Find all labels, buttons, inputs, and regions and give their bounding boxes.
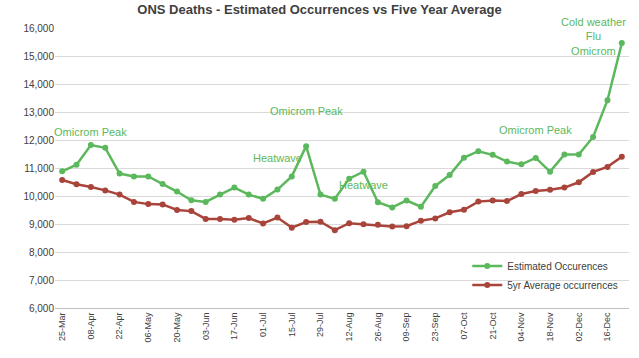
svg-text:6,000: 6,000 <box>29 303 54 314</box>
svg-text:12,000: 12,000 <box>23 135 54 146</box>
svg-text:18-Nov: 18-Nov <box>545 312 555 342</box>
svg-text:Estimated Occurences: Estimated Occurences <box>507 261 608 272</box>
svg-text:29-Jul: 29-Jul <box>315 313 325 338</box>
svg-text:Omicrom Peak: Omicrom Peak <box>54 126 127 138</box>
svg-text:15-Jul: 15-Jul <box>287 313 297 338</box>
svg-text:5yr Average occurrences: 5yr Average occurrences <box>507 280 617 291</box>
svg-text:7,000: 7,000 <box>29 275 54 286</box>
svg-text:12-Aug: 12-Aug <box>344 313 354 342</box>
svg-text:04-Nov: 04-Nov <box>516 312 526 342</box>
svg-text:10,000: 10,000 <box>23 191 54 202</box>
svg-text:20-May: 20-May <box>172 312 182 343</box>
svg-text:06-May: 06-May <box>143 312 153 343</box>
svg-text:15,000: 15,000 <box>23 51 54 62</box>
svg-text:03-Jun: 03-Jun <box>201 313 211 341</box>
svg-text:16,000: 16,000 <box>23 23 54 34</box>
svg-text:22-Apr: 22-Apr <box>115 313 125 340</box>
svg-text:07-Oct: 07-Oct <box>459 312 469 340</box>
svg-text:09-Sep: 09-Sep <box>402 313 412 342</box>
svg-text:Heatwave: Heatwave <box>253 152 302 164</box>
svg-text:11,000: 11,000 <box>24 163 54 174</box>
svg-text:02-Dec: 02-Dec <box>574 312 584 342</box>
svg-text:17-Jun: 17-Jun <box>229 313 239 341</box>
svg-text:01-Jul: 01-Jul <box>258 313 268 338</box>
svg-text:23-Sep: 23-Sep <box>430 313 440 342</box>
svg-text:Omicrom Peak: Omicrom Peak <box>270 105 343 117</box>
svg-text:21-Oct: 21-Oct <box>488 312 498 340</box>
svg-text:Cold weatherFluOmicrom: Cold weatherFluOmicrom <box>561 16 626 57</box>
svg-text:8,000: 8,000 <box>29 247 54 258</box>
svg-text:26-Aug: 26-Aug <box>373 313 383 342</box>
svg-text:13,000: 13,000 <box>23 107 54 118</box>
svg-text:9,000: 9,000 <box>29 219 54 230</box>
svg-text:08-Apr: 08-Apr <box>86 313 96 340</box>
svg-text:16-Dec: 16-Dec <box>602 312 612 342</box>
svg-text:14,000: 14,000 <box>23 79 54 90</box>
svg-text:Heatwave: Heatwave <box>339 179 388 191</box>
svg-text:ONS Deaths - Estimated Occurre: ONS Deaths - Estimated Occurrences vs Fi… <box>137 2 501 17</box>
svg-text:25-Mar: 25-Mar <box>57 313 67 342</box>
svg-text:Omicrom Peak: Omicrom Peak <box>499 124 572 136</box>
